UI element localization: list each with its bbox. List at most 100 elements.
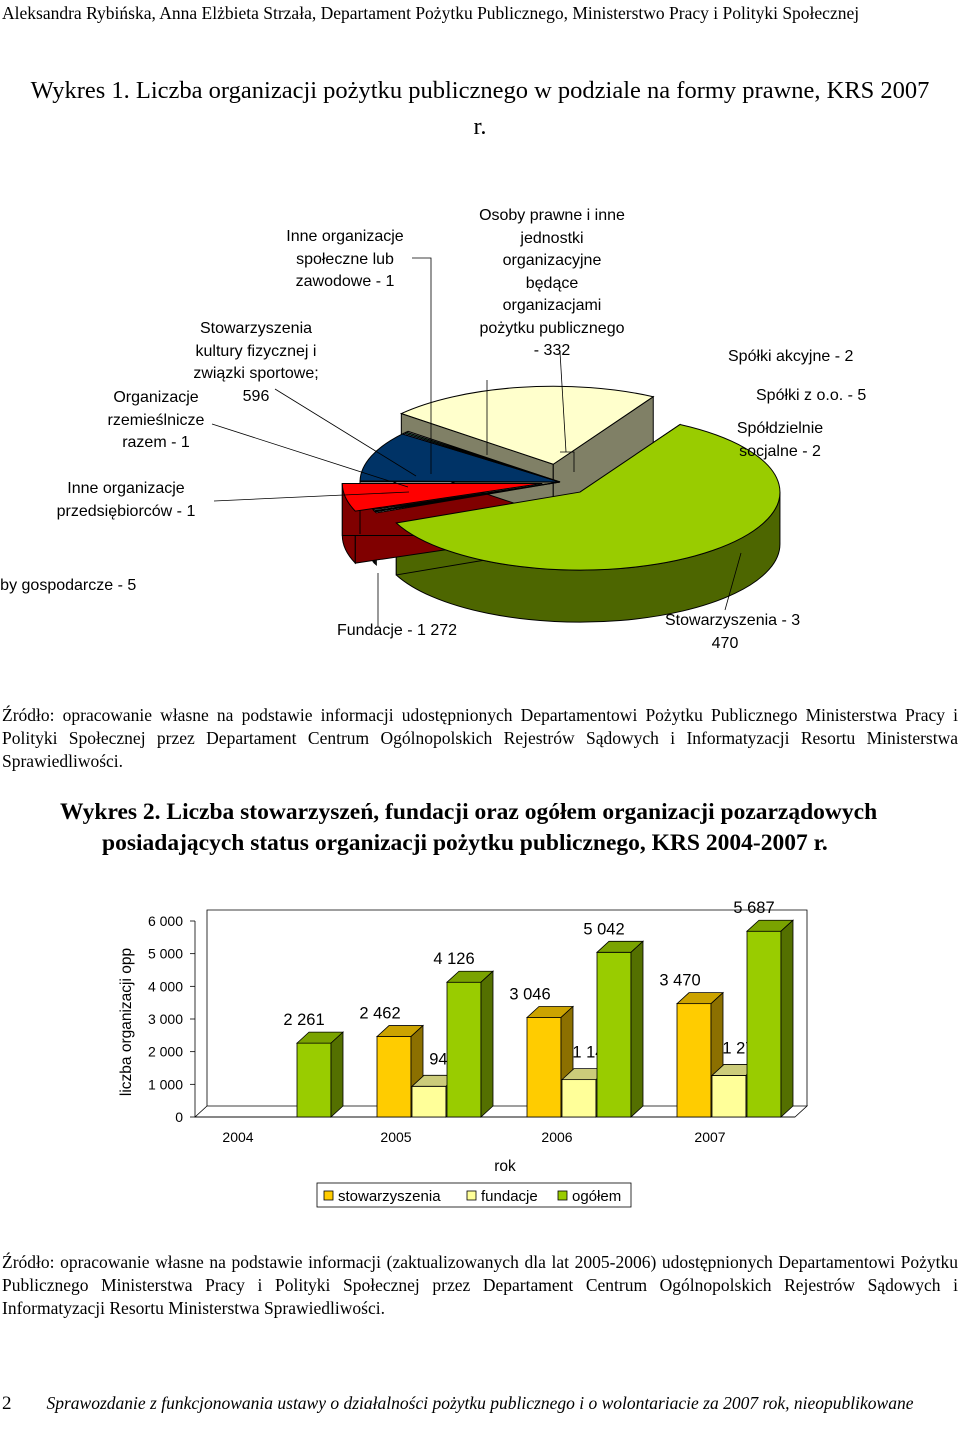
pie-label: Fundacje - 1 272 — [307, 620, 487, 643]
plot-back-wall — [206, 909, 808, 1106]
pie-label-line: Inne organizacje — [67, 480, 185, 497]
x-tick-label: 2007 — [694, 1129, 725, 1145]
y-tick-label: 0 — [175, 1109, 183, 1125]
pie-label-line: Organizacje — [113, 389, 199, 406]
bar-value-label: 2 462 — [359, 1005, 400, 1023]
pie-leader-line — [213, 491, 410, 502]
pie-label-line: Fundacje - 1 272 — [336, 622, 458, 639]
figure1-caption-tail: r. — [473, 113, 487, 140]
pie-label: Organizacje rzemieślnicze razem - 1 — [81, 387, 231, 455]
pie-label-line: zawodowe - 1 — [295, 273, 395, 290]
pie-label: Osoby prawne i inne jednostki organizacyjn… — [452, 205, 652, 363]
bar-value-label: 3 470 — [659, 972, 700, 990]
bar-value-label: 5 042 — [583, 920, 624, 938]
bar-ogółem — [595, 940, 645, 1118]
pie-leader-line — [724, 552, 742, 611]
legend-swatch — [323, 1190, 334, 1201]
pie-slice — [341, 482, 543, 512]
bar-value-label: 2 261 — [283, 1011, 324, 1029]
pie-label-line: będące — [525, 274, 579, 292]
pie-label: Inne organizacje przedsiębiorców - 1 — [41, 478, 211, 523]
figure2-caption: Wykres 2. Liczba stowarzyszeń, fundacji … — [60, 797, 940, 859]
pie-label-line: Stowarzyszenia - 3 — [665, 612, 801, 629]
bar-front — [446, 981, 482, 1118]
pie-label-line: organizacyjne — [502, 252, 602, 269]
bar-ogółem — [445, 970, 495, 1118]
x-tick-label: 2006 — [541, 1129, 572, 1145]
pie-label-line: razem - 1 — [122, 434, 190, 451]
bar-side — [330, 1031, 344, 1118]
y-tick-label: 1 000 — [148, 1076, 183, 1092]
legend-label: ogółem — [572, 1188, 621, 1205]
y-axis-label: liczba organizacji opp — [118, 948, 135, 1096]
y-tick-label: 6 000 — [148, 913, 183, 929]
pie-label-line: Inne organizacje — [286, 228, 404, 245]
pie-label: Inne organizacje społeczne lub zawodowe - … — [260, 226, 430, 294]
pie-leader-line — [211, 423, 409, 488]
bar-value-label: 4 126 — [433, 950, 474, 968]
bar-stowarzyszenia — [675, 991, 725, 1118]
pie-label-line: socjalne - 2 — [739, 442, 821, 460]
pie-label: Stowarzyszenia kultury fizycznej i związki… — [171, 318, 341, 408]
legend: stowarzyszenia fundacje ogółem — [316, 1182, 632, 1208]
figure2-source: Źródło: opracowanie własne na podstawie … — [2, 1252, 958, 1318]
y-tick-label: 3 000 — [148, 1011, 183, 1027]
bar-front — [596, 951, 632, 1118]
pie-label-line: związki sportowe; — [193, 365, 319, 382]
footer-text: Sprawozdanie z funkcjonowania ustawy o d… — [46, 1393, 914, 1413]
pie-label-line: 470 — [711, 634, 739, 652]
bar-front — [296, 1042, 332, 1118]
bar-front — [711, 1075, 747, 1118]
legend-swatch — [557, 1190, 568, 1201]
pie-slice — [359, 433, 561, 483]
pie-label-line: społeczne lub — [296, 250, 394, 268]
pie-leader-line — [559, 351, 567, 453]
pie-leader-line — [412, 257, 432, 474]
bar-chart: 0 1 000 2 000 3 000 4 000 5 000 6 000 liczba or… — [118, 899, 809, 1208]
bar-front — [746, 930, 782, 1118]
pie-label: Spółki akcyjne - 2 — [728, 346, 898, 369]
bar-front — [411, 1085, 447, 1118]
y-tick-label: 2 000 — [148, 1044, 183, 1060]
bar-ogółem — [745, 919, 795, 1118]
pie-label-line: Spółdzielnie — [736, 420, 824, 437]
figure1-caption: Wykres 1. Liczba organizacji pożytku pub… — [30, 77, 930, 104]
pie-label-line: organizacjami — [502, 297, 602, 314]
bar-side — [630, 940, 644, 1118]
page-number: 2 — [2, 1393, 12, 1414]
bar-side — [780, 919, 794, 1118]
pie-label-line: Izby gospodarcze - 5 — [0, 577, 137, 594]
x-axis-label: rok — [494, 1158, 516, 1175]
pie-slice — [404, 430, 561, 483]
pie-label-line: przedsiębiorców - 1 — [56, 502, 196, 520]
pie-label-line: 596 — [242, 387, 270, 405]
pie-label-line: Spółki akcyjne - 2 — [728, 348, 854, 365]
pie-label-line: pożytku publicznego — [479, 319, 625, 337]
pie-leader-line — [274, 388, 417, 477]
figure1-source: Źródło: opracowanie własne na podstawie … — [2, 705, 958, 771]
pie-label-line: Spółki z o.o. - 5 — [756, 387, 867, 404]
bar-front — [526, 1017, 562, 1118]
bar-value-label: 5 687 — [733, 899, 774, 917]
legend-swatch — [466, 1190, 477, 1201]
pie-label: Stowarzyszenia - 3 470 — [665, 610, 801, 655]
bar-front — [561, 1079, 597, 1118]
figure2-caption-line2: posiadających status organizacji pożytku… — [102, 830, 828, 856]
pie-slice — [395, 424, 781, 571]
pie-label: Spółki z o.o. - 5 — [756, 385, 896, 408]
figure2-caption-line1: Wykres 2. Liczba stowarzyszeń, fundacji … — [60, 799, 878, 825]
bar-ogółem — [295, 1031, 345, 1118]
pie-chart — [211, 257, 781, 627]
y-tick-label: 4 000 — [148, 978, 183, 994]
x-tick-label: 2005 — [380, 1129, 411, 1145]
pie-label-line: - 332 — [533, 342, 571, 359]
pie-slice — [371, 481, 561, 512]
pie-leader-line — [560, 451, 575, 472]
pie-slice — [399, 385, 655, 465]
pie-label: Spółdzielnie socjalne - 2 — [725, 418, 835, 463]
pie-label-line: Osoby prawne i inne — [479, 207, 625, 224]
page-header: Aleksandra Rybińska, Anna Elżbieta Strza… — [2, 3, 860, 23]
bar-side — [480, 970, 494, 1118]
legend-label: fundacje — [481, 1188, 538, 1205]
pie-label-line: Stowarzyszenia — [199, 320, 313, 337]
